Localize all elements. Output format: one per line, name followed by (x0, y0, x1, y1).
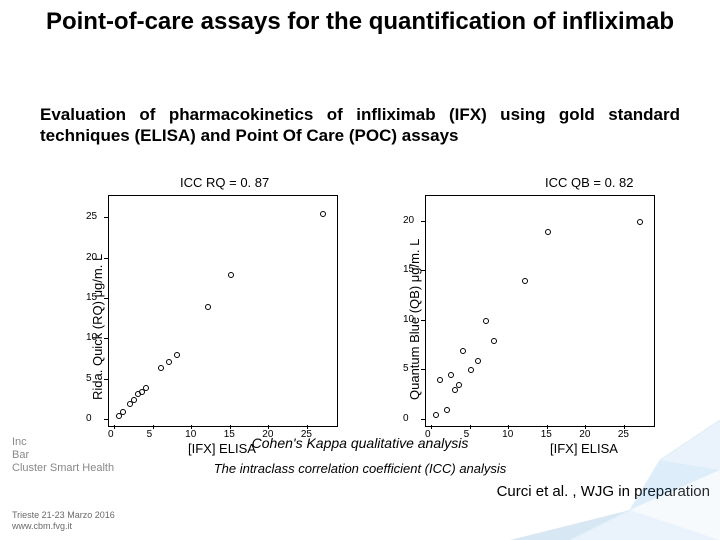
ytick (104, 258, 108, 259)
scatter-point (491, 338, 497, 344)
xtick (431, 425, 432, 429)
footer-line1: Trieste 21-23 Marzo 2016 (12, 510, 115, 521)
ytick (104, 217, 108, 218)
ytick-label: 5 (403, 363, 409, 374)
scatter-point (158, 365, 164, 371)
ytick (104, 419, 108, 420)
scatter-point (448, 372, 454, 378)
ytick (421, 320, 425, 321)
slide-title: Point-of-care assays for the quantificat… (0, 8, 720, 36)
xtick-label: 25 (301, 429, 312, 440)
scatter-point (166, 359, 172, 365)
ytick-label: 0 (403, 413, 409, 424)
xtick-label: 25 (618, 429, 629, 440)
ytick (421, 419, 425, 420)
ytick-label: 10 (403, 314, 414, 325)
footer-csh: Cluster Smart Health (12, 462, 114, 474)
ytick-label: 5 (86, 373, 92, 384)
ytick (104, 298, 108, 299)
scatter-point (475, 358, 481, 364)
ytick (104, 379, 108, 380)
scatter-point (228, 272, 234, 278)
scatter-point (320, 211, 326, 217)
ytick-label: 15 (403, 264, 414, 275)
xtick-label: 15 (224, 429, 235, 440)
ytick-label: 15 (86, 292, 97, 303)
xtick-label: 5 (147, 429, 153, 440)
scatter-point (143, 385, 149, 391)
left-scatter-panel (108, 195, 338, 427)
ytick (421, 369, 425, 370)
scatter-point (460, 348, 466, 354)
scatter-point (637, 219, 643, 225)
ytick (421, 221, 425, 222)
xtick-label: 0 (425, 429, 431, 440)
scatter-point (483, 318, 489, 324)
slide-subtitle: Evaluation of pharmacokinetics of inflix… (40, 104, 680, 147)
left-chart-ylabel: Rida. Quick (RQ) μg/m. L (90, 254, 105, 400)
ytick-label: 20 (403, 215, 414, 226)
scatter-point (205, 304, 211, 310)
xtick-label: 10 (502, 429, 513, 440)
scatter-point (174, 352, 180, 358)
xtick-label: 10 (185, 429, 196, 440)
ytick-label: 20 (86, 252, 97, 263)
scatter-point (120, 409, 126, 415)
xtick-label: 5 (464, 429, 470, 440)
footer-line2: www.cbm.fvg.it (12, 521, 115, 532)
ytick (104, 338, 108, 339)
left-chart-title: ICC RQ = 0. 87 (180, 175, 269, 190)
right-scatter-panel (425, 195, 655, 427)
xtick (470, 425, 471, 429)
xtick (114, 425, 115, 429)
ytick-label: 10 (86, 332, 97, 343)
xtick-label: 15 (541, 429, 552, 440)
xtick-label: 0 (108, 429, 114, 440)
scatter-point (444, 407, 450, 413)
scatter-point (468, 367, 474, 373)
footer-lines: Trieste 21-23 Marzo 2016 www.cbm.fvg.it (12, 510, 115, 532)
xtick-label: 20 (579, 429, 590, 440)
footer-bar: Bar (12, 449, 29, 461)
scatter-point (131, 397, 137, 403)
scatter-point (433, 412, 439, 418)
xtick-label: 20 (262, 429, 273, 440)
ytick (421, 270, 425, 271)
scatter-point (545, 229, 551, 235)
scatter-point (437, 377, 443, 383)
footer-inc: Inc (12, 436, 27, 448)
right-chart-title: ICC QB = 0. 82 (545, 175, 634, 190)
scatter-point (522, 278, 528, 284)
scatter-point (456, 382, 462, 388)
xtick (153, 425, 154, 429)
ytick-label: 25 (86, 211, 97, 222)
ytick-label: 0 (86, 413, 92, 424)
